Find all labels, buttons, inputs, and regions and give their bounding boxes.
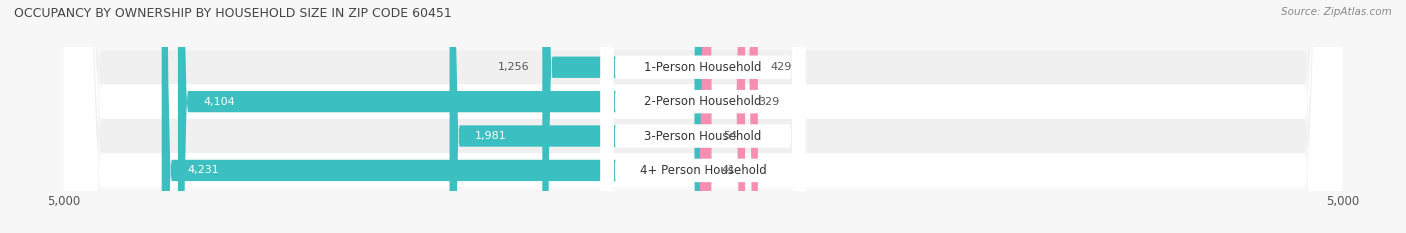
FancyBboxPatch shape — [600, 0, 806, 233]
FancyBboxPatch shape — [543, 0, 703, 233]
Text: 429: 429 — [770, 62, 792, 72]
FancyBboxPatch shape — [703, 0, 758, 233]
FancyBboxPatch shape — [600, 0, 806, 233]
FancyBboxPatch shape — [703, 0, 745, 233]
FancyBboxPatch shape — [600, 0, 806, 233]
Text: 329: 329 — [758, 97, 779, 107]
Text: OCCUPANCY BY OWNERSHIP BY HOUSEHOLD SIZE IN ZIP CODE 60451: OCCUPANCY BY OWNERSHIP BY HOUSEHOLD SIZE… — [14, 7, 451, 20]
FancyBboxPatch shape — [63, 0, 1343, 233]
FancyBboxPatch shape — [450, 0, 703, 233]
Text: 2-Person Household: 2-Person Household — [644, 95, 762, 108]
FancyBboxPatch shape — [600, 0, 806, 233]
FancyBboxPatch shape — [63, 0, 1343, 233]
Text: 4+ Person Household: 4+ Person Household — [640, 164, 766, 177]
FancyBboxPatch shape — [179, 0, 703, 233]
Text: 1-Person Household: 1-Person Household — [644, 61, 762, 74]
Text: 41: 41 — [721, 165, 735, 175]
FancyBboxPatch shape — [63, 0, 1343, 233]
FancyBboxPatch shape — [700, 0, 713, 233]
Text: 54: 54 — [723, 131, 737, 141]
Text: 4,231: 4,231 — [187, 165, 219, 175]
FancyBboxPatch shape — [162, 0, 703, 233]
FancyBboxPatch shape — [63, 0, 1343, 233]
Text: 3-Person Household: 3-Person Household — [644, 130, 762, 143]
FancyBboxPatch shape — [697, 0, 713, 233]
Text: 1,981: 1,981 — [475, 131, 508, 141]
Text: 1,256: 1,256 — [498, 62, 530, 72]
Text: 4,104: 4,104 — [204, 97, 235, 107]
Text: Source: ZipAtlas.com: Source: ZipAtlas.com — [1281, 7, 1392, 17]
